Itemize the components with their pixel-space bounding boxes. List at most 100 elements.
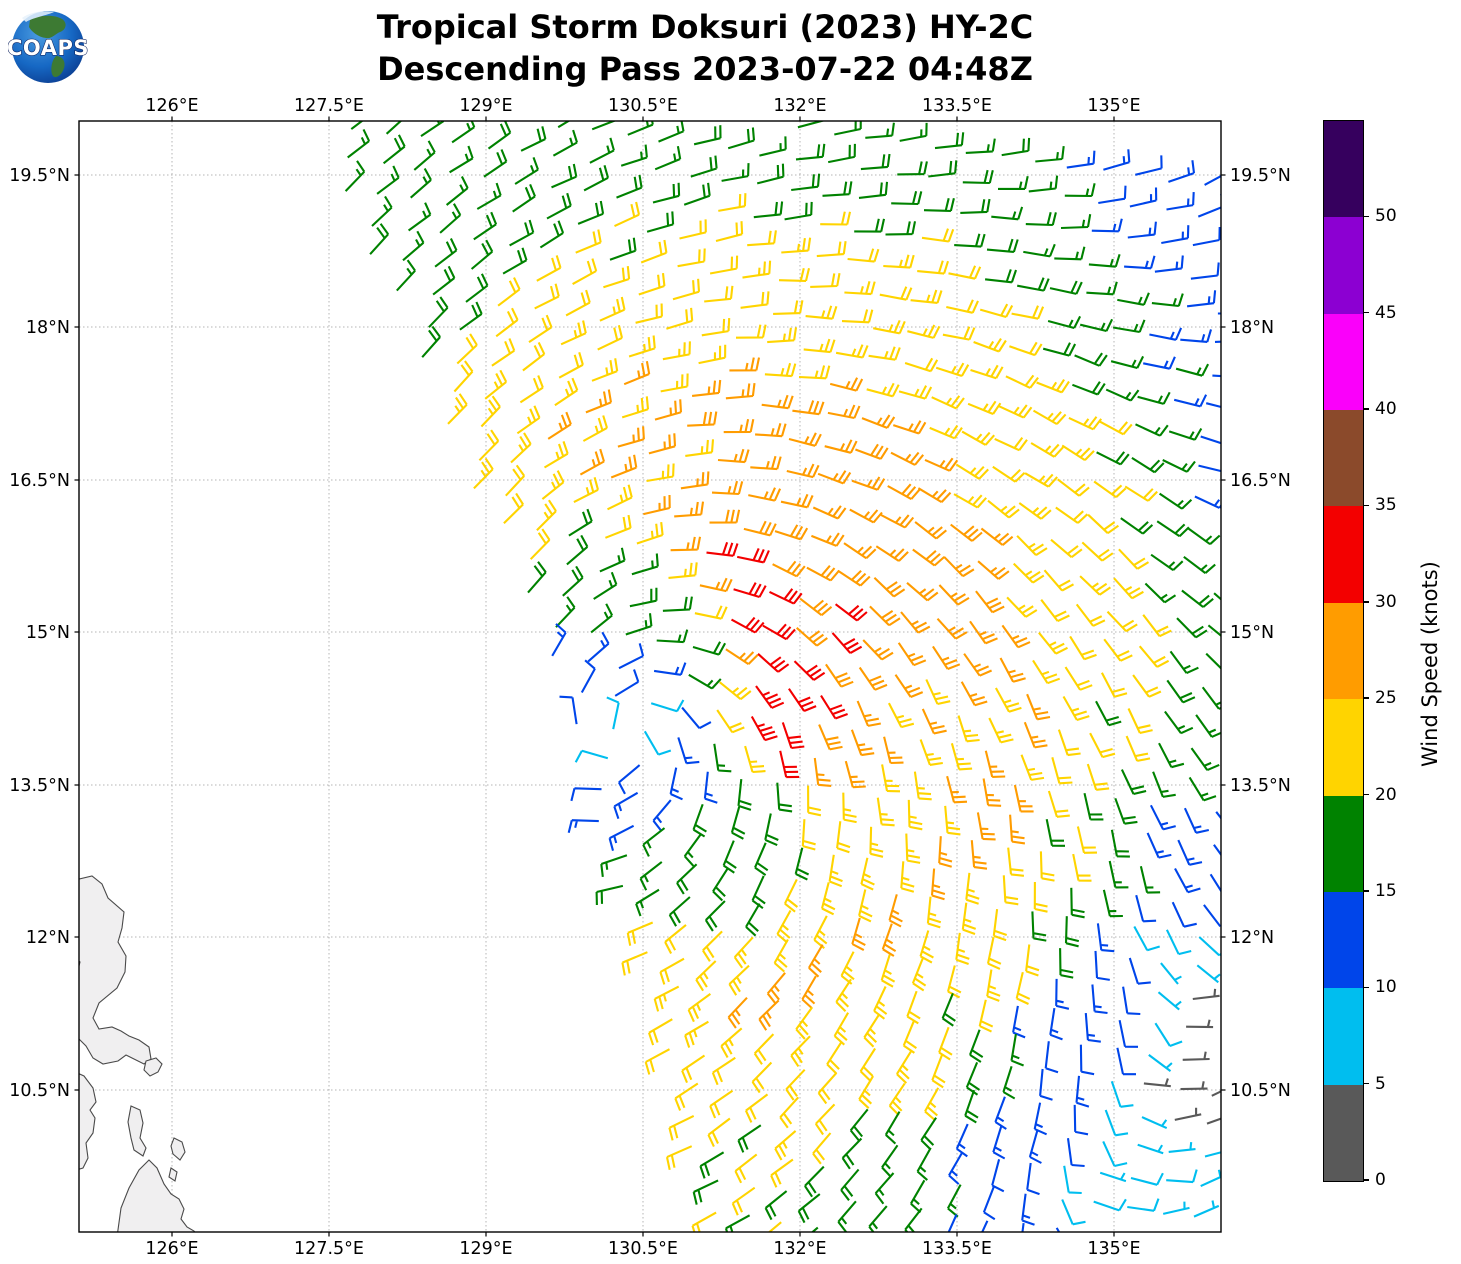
wind-barb	[1133, 925, 1160, 952]
wind-barb	[869, 826, 884, 858]
wind-barb	[858, 1075, 875, 1109]
wind-barb	[950, 743, 973, 771]
wind-barb	[597, 325, 624, 351]
wind-barb	[948, 1151, 964, 1185]
wind-barb	[784, 201, 813, 221]
wind-barb	[811, 532, 845, 547]
wind-barb	[944, 805, 961, 836]
wind-barb	[1207, 624, 1221, 637]
wind-barb	[1038, 632, 1068, 655]
wind-barb	[677, 248, 706, 268]
wind-barb	[1023, 721, 1048, 749]
wind-barb	[900, 861, 915, 893]
wind-barb	[465, 273, 489, 303]
wind-barb	[998, 404, 1033, 419]
land-polygon	[168, 1167, 178, 1182]
wind-barb	[1106, 610, 1138, 633]
wind-barb	[1154, 255, 1184, 273]
wind-barb	[720, 1027, 743, 1059]
wind-barb	[1021, 1193, 1035, 1226]
wind-barb	[709, 1089, 734, 1119]
wind-barb	[834, 121, 862, 136]
wind-barb	[938, 584, 970, 606]
wind-barb	[840, 1168, 860, 1201]
wind-barb	[1033, 881, 1048, 913]
wind-barb	[969, 620, 998, 645]
wind-barb	[1156, 520, 1190, 538]
wind-barb	[761, 394, 794, 410]
wind-barb	[1214, 340, 1221, 343]
wind-barb	[652, 799, 672, 832]
wind-barb	[795, 1006, 813, 1040]
wind-barb	[614, 201, 641, 228]
colorbar	[1323, 120, 1364, 1182]
wind-barb	[837, 1200, 857, 1232]
colorbar-tick	[1363, 986, 1369, 988]
wind-barb	[621, 396, 650, 419]
wind-barb	[428, 296, 449, 328]
wind-barb	[1043, 569, 1075, 592]
wind-barb	[841, 309, 874, 324]
colorbar-tick	[1363, 1179, 1369, 1181]
wind-barb	[1166, 1169, 1198, 1184]
wind-barb	[577, 200, 605, 225]
wind-barb	[828, 854, 843, 888]
wind-barb	[883, 254, 915, 269]
wind-barb	[1142, 356, 1176, 370]
wind-barb	[960, 198, 991, 214]
wind-barb	[668, 896, 691, 927]
wind-barb	[439, 203, 462, 234]
wind-barb	[1193, 1200, 1220, 1218]
wind-barb	[942, 326, 976, 341]
wind-barb	[742, 260, 772, 279]
wind-barb	[692, 803, 707, 838]
wind-barb	[955, 932, 970, 965]
wind-barb	[432, 265, 456, 296]
wind-barb	[681, 706, 712, 730]
land-polygon	[127, 1105, 147, 1157]
wind-barb	[917, 487, 952, 504]
wind-barb	[1108, 860, 1129, 889]
colorbar-tick	[1363, 890, 1369, 892]
wind-barb	[1197, 193, 1221, 218]
wind-barb	[820, 211, 852, 226]
wind-barb	[721, 163, 750, 182]
wind-barb	[662, 596, 693, 612]
wind-barb	[522, 341, 546, 372]
wind-barb	[627, 121, 654, 136]
wind-barb	[986, 238, 1019, 253]
colorbar-segment	[1324, 506, 1363, 603]
wind-barb	[1161, 225, 1190, 245]
wind-barb	[733, 582, 767, 599]
wind-barb	[407, 202, 432, 232]
wind-barb	[1215, 811, 1221, 820]
wind-barb	[907, 324, 941, 339]
colorbar-segment	[1324, 795, 1363, 892]
wind-barb	[969, 1029, 984, 1063]
logo-text: COAPS	[8, 36, 88, 60]
wind-barb	[731, 1186, 756, 1216]
wind-barb	[1151, 293, 1184, 308]
wind-barb	[1070, 887, 1085, 919]
wind-barb	[984, 750, 1006, 778]
wind-barb	[690, 155, 718, 178]
wind-barb	[680, 471, 710, 490]
wind-barb	[1045, 818, 1066, 847]
wind-barb	[369, 223, 390, 255]
wind-barb	[582, 415, 609, 442]
wind-barb	[965, 872, 980, 905]
wind-barb	[1086, 763, 1110, 791]
wind-barb	[796, 627, 828, 647]
wind-barb	[967, 400, 1002, 415]
wind-barb	[1072, 853, 1092, 882]
wind-barb	[825, 663, 854, 688]
wind-barb	[1110, 355, 1145, 370]
wind-barb	[1139, 866, 1161, 894]
wind-barb	[727, 996, 748, 1029]
axis-tick-label: 126°E	[145, 96, 198, 116]
wind-barb	[1049, 1007, 1063, 1041]
axis-tick-label: 18°N	[26, 318, 70, 338]
colorbar-segment	[1324, 1084, 1363, 1181]
wind-barb	[473, 211, 498, 241]
wind-barb	[638, 272, 666, 296]
